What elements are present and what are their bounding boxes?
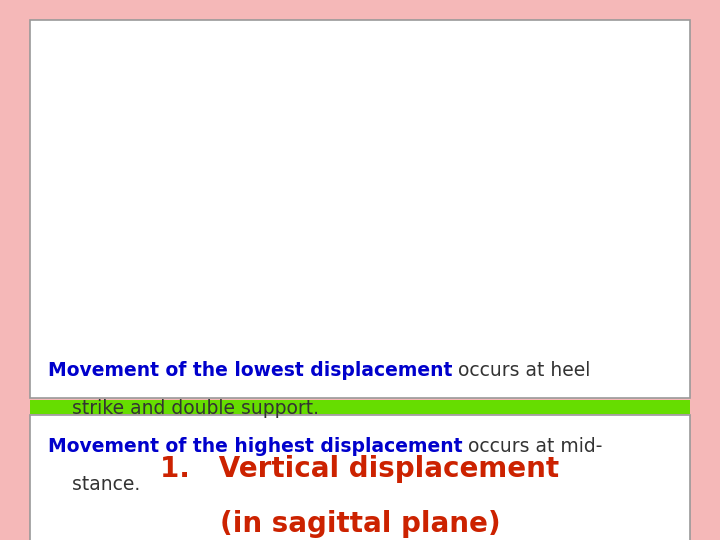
Text: Movement of the highest displacement: Movement of the highest displacement bbox=[48, 436, 462, 456]
Text: (in sagittal plane): (in sagittal plane) bbox=[220, 510, 500, 537]
Text: occurs at heel: occurs at heel bbox=[452, 361, 590, 380]
Bar bbox=[30, 20, 690, 398]
Bar bbox=[30, 400, 690, 414]
Text: 1.   Vertical displacement: 1. Vertical displacement bbox=[161, 455, 559, 483]
Text: strike and double support.: strike and double support. bbox=[48, 399, 319, 417]
Text: Movement of the lowest displacement: Movement of the lowest displacement bbox=[48, 361, 452, 380]
Text: stance.: stance. bbox=[48, 475, 140, 494]
Bar bbox=[30, 415, 690, 540]
Text: occurs at mid-: occurs at mid- bbox=[462, 436, 603, 456]
